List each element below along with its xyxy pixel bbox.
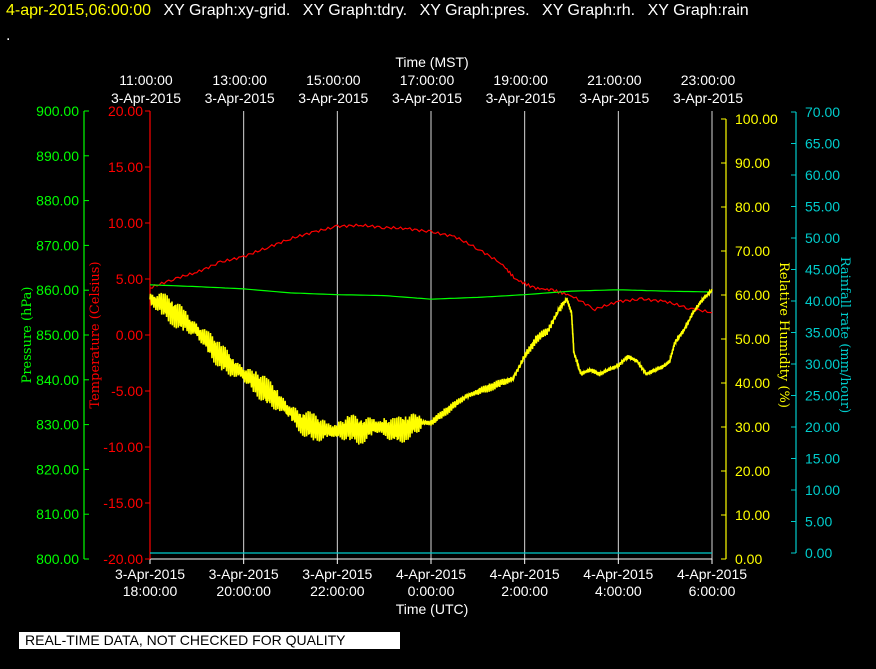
humidity-tick-label: 30.00 — [735, 419, 770, 435]
temperature-tick-label: 15.00 — [108, 159, 143, 175]
rain-tick-label: 15.00 — [805, 451, 840, 467]
temperature-tick-label: 5.00 — [116, 271, 143, 287]
top-tick-label: 3-Apr-2015 — [205, 90, 275, 106]
rain-tick-label: 70.00 — [805, 104, 840, 120]
top-tick-label: 19:00:00 — [493, 72, 548, 88]
temperature-series-line — [149, 223, 713, 314]
x-tick-label: 6:00:00 — [689, 583, 736, 599]
graph-name: XY Graph:pres. — [419, 2, 530, 19]
axes: 3-Apr-201518:00:003-Apr-201520:00:003-Ap… — [36, 72, 840, 599]
top-tick-label: 3-Apr-2015 — [579, 90, 649, 106]
pressure-tick-label: 870.00 — [36, 237, 79, 253]
top-tick-label: 21:00:00 — [587, 72, 642, 88]
x-tick-label: 4-Apr-2015 — [583, 566, 653, 582]
temperature-tick-label: 0.00 — [116, 327, 143, 343]
graph-name: XY Graph:rain — [647, 2, 749, 19]
x-tick-label: 20:00:00 — [216, 583, 271, 599]
top-tick-label: 11:00:00 — [119, 72, 173, 88]
top-tick-label: 15:00:00 — [306, 72, 361, 88]
top-tick-label: 3-Apr-2015 — [298, 90, 368, 106]
rain-tick-label: 5.00 — [805, 514, 832, 530]
humidity-tick-label: 90.00 — [735, 155, 770, 171]
header-timestamp: 4-apr-2015,06:00:00 — [6, 2, 151, 19]
pressure-tick-label: 840.00 — [36, 372, 79, 388]
rain-tick-label: 65.00 — [805, 136, 840, 152]
x-tick-label: 4-Apr-2015 — [677, 566, 747, 582]
temperature-axis-label: Temperature (Celsius) — [88, 261, 103, 408]
top-tick-label: 3-Apr-2015 — [111, 90, 181, 106]
rain-tick-label: 50.00 — [805, 230, 840, 246]
quality-notice: REAL-TIME DATA, NOT CHECKED FOR QUALITY — [19, 632, 400, 649]
pressure-tick-label: 800.00 — [36, 551, 79, 567]
humidity-tick-label: 80.00 — [735, 199, 770, 215]
graph-header: 4-apr-2015,06:00:00 XY Graph:xy-grid. XY… — [6, 2, 749, 20]
pressure-tick-label: 810.00 — [36, 506, 79, 522]
temperature-tick-label: -10.00 — [103, 439, 143, 455]
pressure-tick-label: 890.00 — [36, 148, 79, 164]
x-tick-label: 2:00:00 — [501, 583, 548, 599]
humidity-tick-label: 20.00 — [735, 463, 770, 479]
rain-tick-label: 55.00 — [805, 199, 840, 215]
graph-name: XY Graph:tdry. — [302, 2, 408, 19]
graph-name: XY Graph:rh. — [542, 2, 636, 19]
x-tick-label: 3-Apr-2015 — [209, 566, 279, 582]
temperature-tick-label: -15.00 — [103, 495, 143, 511]
temperature-tick-label: -5.00 — [111, 383, 143, 399]
top-tick-label: 3-Apr-2015 — [486, 90, 556, 106]
x-tick-label: 0:00:00 — [408, 583, 455, 599]
rain-tick-label: 0.00 — [805, 545, 832, 561]
top-tick-label: 13:00:00 — [212, 72, 267, 88]
humidity-axis-label: Relative Humidity (%) — [776, 262, 791, 408]
humidity-tick-label: 70.00 — [735, 243, 770, 259]
temperature-tick-label: -20.00 — [103, 551, 143, 567]
pressure-tick-label: 830.00 — [36, 417, 79, 433]
bottom-axis-label: Time (UTC) — [396, 601, 469, 617]
pressure-tick-label: 850.00 — [36, 327, 79, 343]
rain-tick-label: 45.00 — [805, 262, 840, 278]
rain-tick-label: 10.00 — [805, 482, 840, 498]
top-axis-label: Time (MST) — [395, 54, 468, 70]
x-tick-label: 4:00:00 — [595, 583, 642, 599]
humidity-tick-label: 10.00 — [735, 507, 770, 523]
pressure-tick-label: 900.00 — [36, 103, 79, 119]
x-tick-label: 22:00:00 — [310, 583, 365, 599]
pressure-tick-label: 820.00 — [36, 461, 79, 477]
humidity-tick-label: 0.00 — [735, 551, 762, 567]
rain-tick-label: 40.00 — [805, 293, 840, 309]
humidity-tick-label: 50.00 — [735, 331, 770, 347]
rain-tick-label: 60.00 — [805, 167, 840, 183]
x-tick-label: 4-Apr-2015 — [490, 566, 560, 582]
x-tick-label: 18:00:00 — [123, 583, 178, 599]
rain-tick-label: 30.00 — [805, 356, 840, 372]
x-tick-label: 3-Apr-2015 — [302, 566, 372, 582]
top-tick-label: 3-Apr-2015 — [392, 90, 462, 106]
grid-lines — [243, 111, 713, 559]
pressure-series-line — [149, 284, 713, 300]
temperature-tick-label: 20.00 — [108, 103, 143, 119]
rain-axis-label: Rainfall rate (mm/hour) — [837, 257, 852, 413]
x-tick-label: 4-Apr-2015 — [396, 566, 466, 582]
series-lines — [149, 223, 713, 554]
graph-name: XY Graph:xy-grid. — [163, 2, 291, 19]
top-tick-label: 23:00:00 — [681, 72, 736, 88]
rain-tick-label: 25.00 — [805, 388, 840, 404]
humidity-series-line — [149, 288, 713, 445]
top-tick-label: 3-Apr-2015 — [673, 90, 743, 106]
rain-tick-label: 20.00 — [805, 419, 840, 435]
pressure-tick-label: 860.00 — [36, 282, 79, 298]
header-dot: . — [6, 27, 11, 44]
humidity-tick-label: 60.00 — [735, 287, 770, 303]
rain-tick-label: 35.00 — [805, 325, 840, 341]
humidity-tick-label: 40.00 — [735, 375, 770, 391]
pressure-tick-label: 880.00 — [36, 193, 79, 209]
pressure-axis-label: Pressure (hPa) — [20, 287, 35, 384]
x-tick-label: 3-Apr-2015 — [115, 566, 185, 582]
humidity-tick-label: 100.00 — [735, 111, 778, 127]
top-tick-label: 17:00:00 — [400, 72, 455, 88]
temperature-tick-label: 10.00 — [108, 215, 143, 231]
